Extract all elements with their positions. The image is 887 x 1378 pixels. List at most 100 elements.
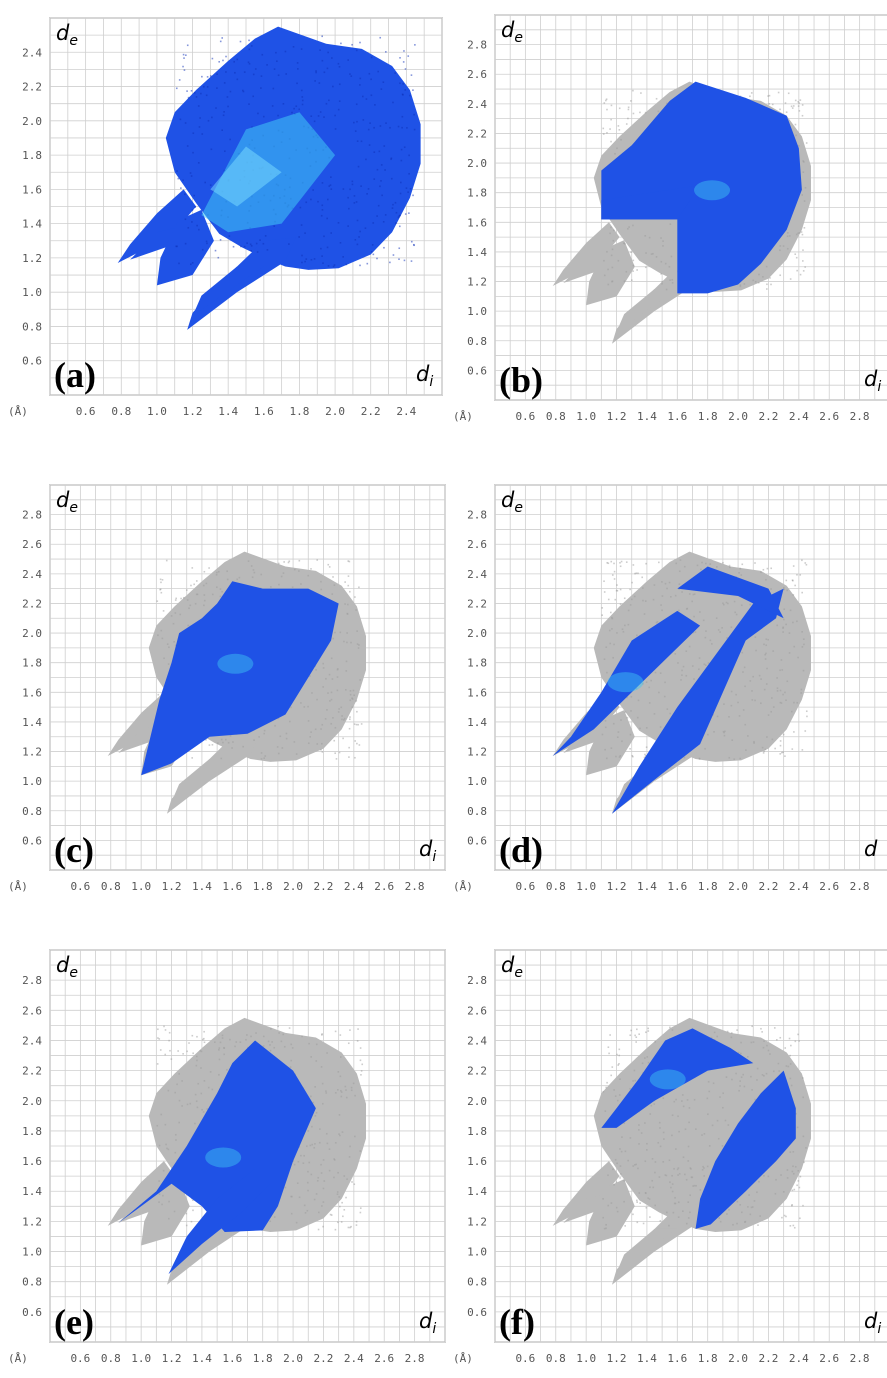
speckle-point [248,48,251,51]
speckle-point [671,1183,674,1185]
fingerprint-plot-e: 0.6 0.8 1.0 1.2 1.4 1.6 1.8 2.0 2.2 2.4 2.6 2.8 0.6 0… [0,935,453,1378]
speckle-point [307,705,309,708]
x-tick-label: 2.2 [314,1352,334,1365]
speckle-point [767,1049,770,1052]
speckle-point [158,1180,160,1182]
speckle-point [606,671,608,674]
speckle-point [351,43,353,46]
speckle-point [636,1201,638,1203]
speckle-point [273,1216,276,1218]
speckle-point [318,1141,321,1144]
speckle-point [409,94,411,97]
speckle-point [203,1037,205,1040]
speckle-point [218,1073,220,1076]
speckle-point [754,562,756,564]
speckle-point [345,1196,347,1199]
speckle-point [779,1036,782,1039]
x-tick-label: 2.2 [361,405,381,418]
speckle-point [181,1105,183,1107]
speckle-point [296,1182,299,1184]
speckle-point [366,193,368,195]
y-tick-label: 2.2 [467,127,487,140]
speckle-point [328,1169,331,1172]
speckle-point [605,646,608,648]
speckle-point [315,1111,318,1114]
speckle-point [325,1092,328,1094]
speckle-point [176,245,178,248]
y-tick-label: 2.4 [22,46,42,59]
y-tick-label: 1.8 [467,1125,487,1138]
speckle-point [377,204,380,207]
speckle-point [209,75,212,77]
speckle-point [214,1041,216,1043]
speckle-point [784,102,787,104]
speckle-point [806,715,808,718]
speckle-point [343,719,345,721]
speckle-point [339,242,342,244]
speckle-point [771,103,774,106]
speckle-point [663,1138,665,1140]
speckle-point [736,1222,738,1225]
speckle-point [359,84,361,86]
speckle-point [647,1061,650,1064]
speckle-point [739,285,742,288]
speckle-point [775,1178,777,1181]
fingerprint-plot-b: 0.6 0.8 1.0 1.2 1.4 1.6 1.8 2.0 2.2 2.4 2.6 2.8 0.6 0… [445,0,887,436]
x-tick-label: 2.6 [819,880,839,893]
speckle-point [605,1227,607,1230]
speckle-point [412,194,414,197]
speckle-point [688,593,691,595]
speckle-point [163,657,165,660]
speckle-point [186,599,189,601]
speckle-point [690,1168,692,1170]
speckle-point [232,245,235,248]
speckle-point [175,597,177,600]
speckle-point [655,621,658,624]
speckle-point [205,240,208,243]
speckle-point [763,643,765,646]
speckle-point [353,121,355,124]
speckle-point [194,1122,196,1125]
speckle-point [628,226,630,228]
speckle-point [398,215,401,217]
speckle-point [347,59,349,61]
speckle-point [355,1220,358,1223]
x-tick-label: 2.4 [789,880,809,893]
speckle-point [618,107,621,110]
speckle-point [638,1143,640,1145]
speckle-point [194,1093,197,1096]
speckle-point [738,715,741,717]
speckle-point [389,126,391,129]
speckle-point [761,1031,763,1033]
speckle-point [193,92,196,94]
y-axis-subscript: e [69,33,78,49]
speckle-point [603,259,605,262]
speckle-point [195,1100,198,1103]
x-tick-label: 1.8 [698,880,718,893]
speckle-point [185,589,188,591]
fingerprint-plot-a: 0.6 0.8 1.0 1.2 1.4 1.6 1.8 2.0 2.2 2.4 0.6 0.8 1.0 1… [0,0,450,431]
speckle-point [785,579,788,582]
speckle-point [769,277,771,279]
speckle-point [666,1211,668,1214]
speckle-point [205,94,208,97]
speckle-point [399,57,401,59]
speckle-point [331,678,334,680]
speckle-point [786,235,789,238]
speckle-point [629,588,631,591]
speckle-point [168,1217,170,1220]
speckle-point [767,1175,770,1178]
speckle-point [639,1202,641,1204]
speckle-point [240,245,242,248]
speckle-point [619,1148,621,1150]
speckle-point [349,73,351,75]
speckle-point [786,680,789,683]
speckle-point [348,756,350,758]
speckle-point [675,562,678,565]
speckle-point [392,254,395,256]
plot-svg: 0.60.81.01.21.41.61.82.02.22.42.62.80.6 0… [453,484,887,893]
speckle-point [182,53,185,56]
speckle-point [708,1145,711,1147]
speckle-point [270,586,272,588]
speckle-point [687,1217,690,1219]
